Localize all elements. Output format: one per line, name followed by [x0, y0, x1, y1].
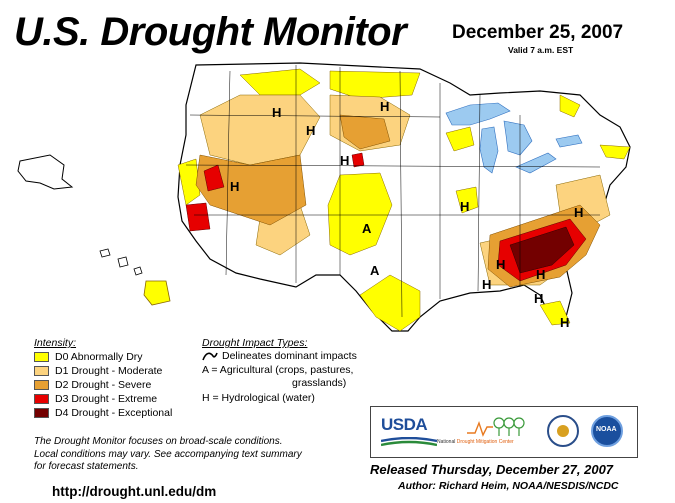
lake-ontario — [555, 134, 583, 148]
impact-label: H — [574, 205, 583, 220]
impact-boundary-icon — [202, 352, 218, 361]
alaska — [17, 154, 74, 190]
impact-label: H — [560, 315, 569, 330]
impact-ag-label-cont: grasslands) — [292, 377, 347, 389]
impact-labels: H H H H H H H A A H H H H H — [230, 99, 583, 330]
impact-label: A — [370, 263, 380, 278]
lake-superior — [445, 102, 511, 126]
impact-ag-label: A = Agricultural (crops, pastures, — [202, 364, 354, 376]
impact-label: H — [230, 179, 239, 194]
doc-seal-icon — [547, 415, 579, 447]
impact-hydro-label: H = Hydrological (water) — [202, 392, 315, 404]
ndmc-logo: National Drought Mitigation Center — [437, 439, 514, 445]
legend-label: D2 Drought - Severe — [55, 378, 152, 391]
drought-map: H H H H H H H A A H H H H H — [17, 62, 631, 332]
disclaimer-note: The Drought Monitor focuses on broad-sca… — [34, 436, 302, 472]
impact-label: H — [272, 105, 281, 120]
hawaii — [99, 248, 143, 276]
author: Author: Richard Heim, NOAA/NESDIS/NCDC — [398, 480, 619, 492]
impact-label: H — [496, 257, 505, 272]
legend-item-d2: D2 Drought - Severe — [34, 378, 151, 391]
legend-swatch — [34, 393, 49, 404]
map-title: U.S. Drought Monitor — [14, 10, 407, 54]
map-date: December 25, 2007 — [452, 22, 624, 43]
valid-time: Valid 7 a.m. EST — [508, 45, 574, 55]
legend-label: D1 Drought - Moderate — [55, 364, 163, 377]
impact-label: A — [362, 221, 372, 236]
noaa-logo: NOAA — [591, 415, 623, 447]
legend-swatch — [34, 351, 49, 362]
legend-heading: Intensity: — [34, 337, 77, 349]
state-borders — [185, 65, 601, 318]
d0-areas — [177, 68, 631, 332]
lake-erie — [515, 152, 557, 174]
legend-label: D3 Drought - Extreme — [55, 392, 158, 405]
usda-logo: USDA — [381, 415, 428, 434]
legend-swatch — [34, 407, 49, 418]
ndmc-logo-icon — [467, 417, 525, 437]
impact-boundary-label: Delineates dominant impacts — [222, 350, 357, 362]
legend-label: D4 Drought - Exceptional — [55, 406, 173, 419]
usda-swoosh — [381, 437, 437, 447]
legend-item-d0: D0 Abnormally Dry — [34, 350, 143, 363]
legend-item-d3: D3 Drought - Extreme — [34, 392, 157, 405]
website-url[interactable]: http://drought.unl.edu/dm — [52, 484, 217, 499]
impact-label: H — [340, 153, 349, 168]
sponsor-logos: USDA National Drought Mitigation Center … — [370, 406, 638, 458]
impact-label: H — [380, 99, 389, 114]
lake-michigan — [479, 126, 499, 174]
hawaii-big-island — [143, 280, 171, 306]
legend-item-d4: D4 Drought - Exceptional — [34, 406, 172, 419]
impact-types-heading: Drought Impact Types: — [202, 337, 308, 349]
legend-label: D0 Abnormally Dry — [55, 350, 143, 363]
impact-label: H — [536, 267, 545, 282]
impact-label: H — [482, 277, 491, 292]
impact-label: H — [460, 199, 469, 214]
impact-label: H — [306, 123, 315, 138]
impact-label: H — [534, 291, 543, 306]
legend-swatch — [34, 379, 49, 390]
legend-item-d1: D1 Drought - Moderate — [34, 364, 162, 377]
d4-areas — [509, 226, 575, 274]
legend-swatch — [34, 365, 49, 376]
release-date: Released Thursday, December 27, 2007 — [370, 462, 614, 477]
